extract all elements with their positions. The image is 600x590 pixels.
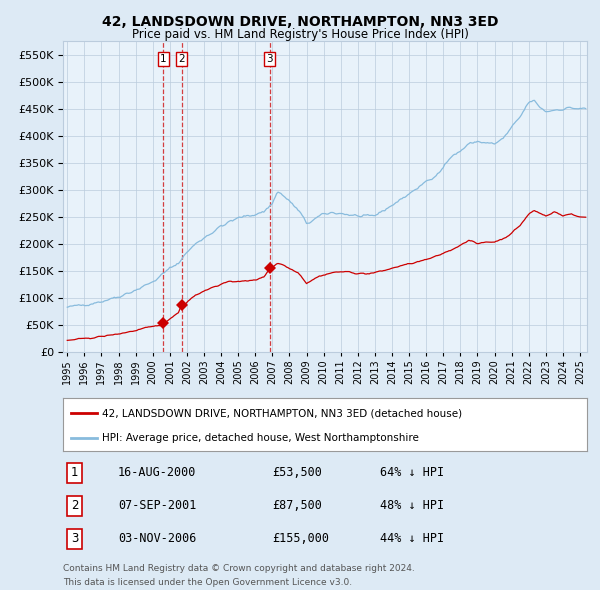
Text: 2: 2 bbox=[71, 499, 78, 513]
Text: 42, LANDSDOWN DRIVE, NORTHAMPTON, NN3 3ED (detached house): 42, LANDSDOWN DRIVE, NORTHAMPTON, NN3 3E… bbox=[102, 408, 463, 418]
Text: 3: 3 bbox=[266, 54, 273, 64]
Text: £87,500: £87,500 bbox=[272, 499, 322, 513]
Text: 44% ↓ HPI: 44% ↓ HPI bbox=[380, 532, 444, 546]
Text: HPI: Average price, detached house, West Northamptonshire: HPI: Average price, detached house, West… bbox=[102, 433, 419, 443]
Text: 42, LANDSDOWN DRIVE, NORTHAMPTON, NN3 3ED: 42, LANDSDOWN DRIVE, NORTHAMPTON, NN3 3E… bbox=[102, 15, 498, 30]
Text: 64% ↓ HPI: 64% ↓ HPI bbox=[380, 466, 444, 480]
Text: 48% ↓ HPI: 48% ↓ HPI bbox=[380, 499, 444, 513]
Text: £53,500: £53,500 bbox=[272, 466, 322, 480]
Text: This data is licensed under the Open Government Licence v3.0.: This data is licensed under the Open Gov… bbox=[63, 578, 352, 587]
Text: Price paid vs. HM Land Registry's House Price Index (HPI): Price paid vs. HM Land Registry's House … bbox=[131, 28, 469, 41]
Text: 07-SEP-2001: 07-SEP-2001 bbox=[118, 499, 196, 513]
Text: 1: 1 bbox=[160, 54, 167, 64]
Text: 2: 2 bbox=[178, 54, 185, 64]
Text: £155,000: £155,000 bbox=[272, 532, 329, 546]
Text: Contains HM Land Registry data © Crown copyright and database right 2024.: Contains HM Land Registry data © Crown c… bbox=[63, 565, 415, 573]
Text: 3: 3 bbox=[71, 532, 78, 546]
Text: 1: 1 bbox=[71, 466, 78, 480]
Text: 16-AUG-2000: 16-AUG-2000 bbox=[118, 466, 196, 480]
Text: 03-NOV-2006: 03-NOV-2006 bbox=[118, 532, 196, 546]
